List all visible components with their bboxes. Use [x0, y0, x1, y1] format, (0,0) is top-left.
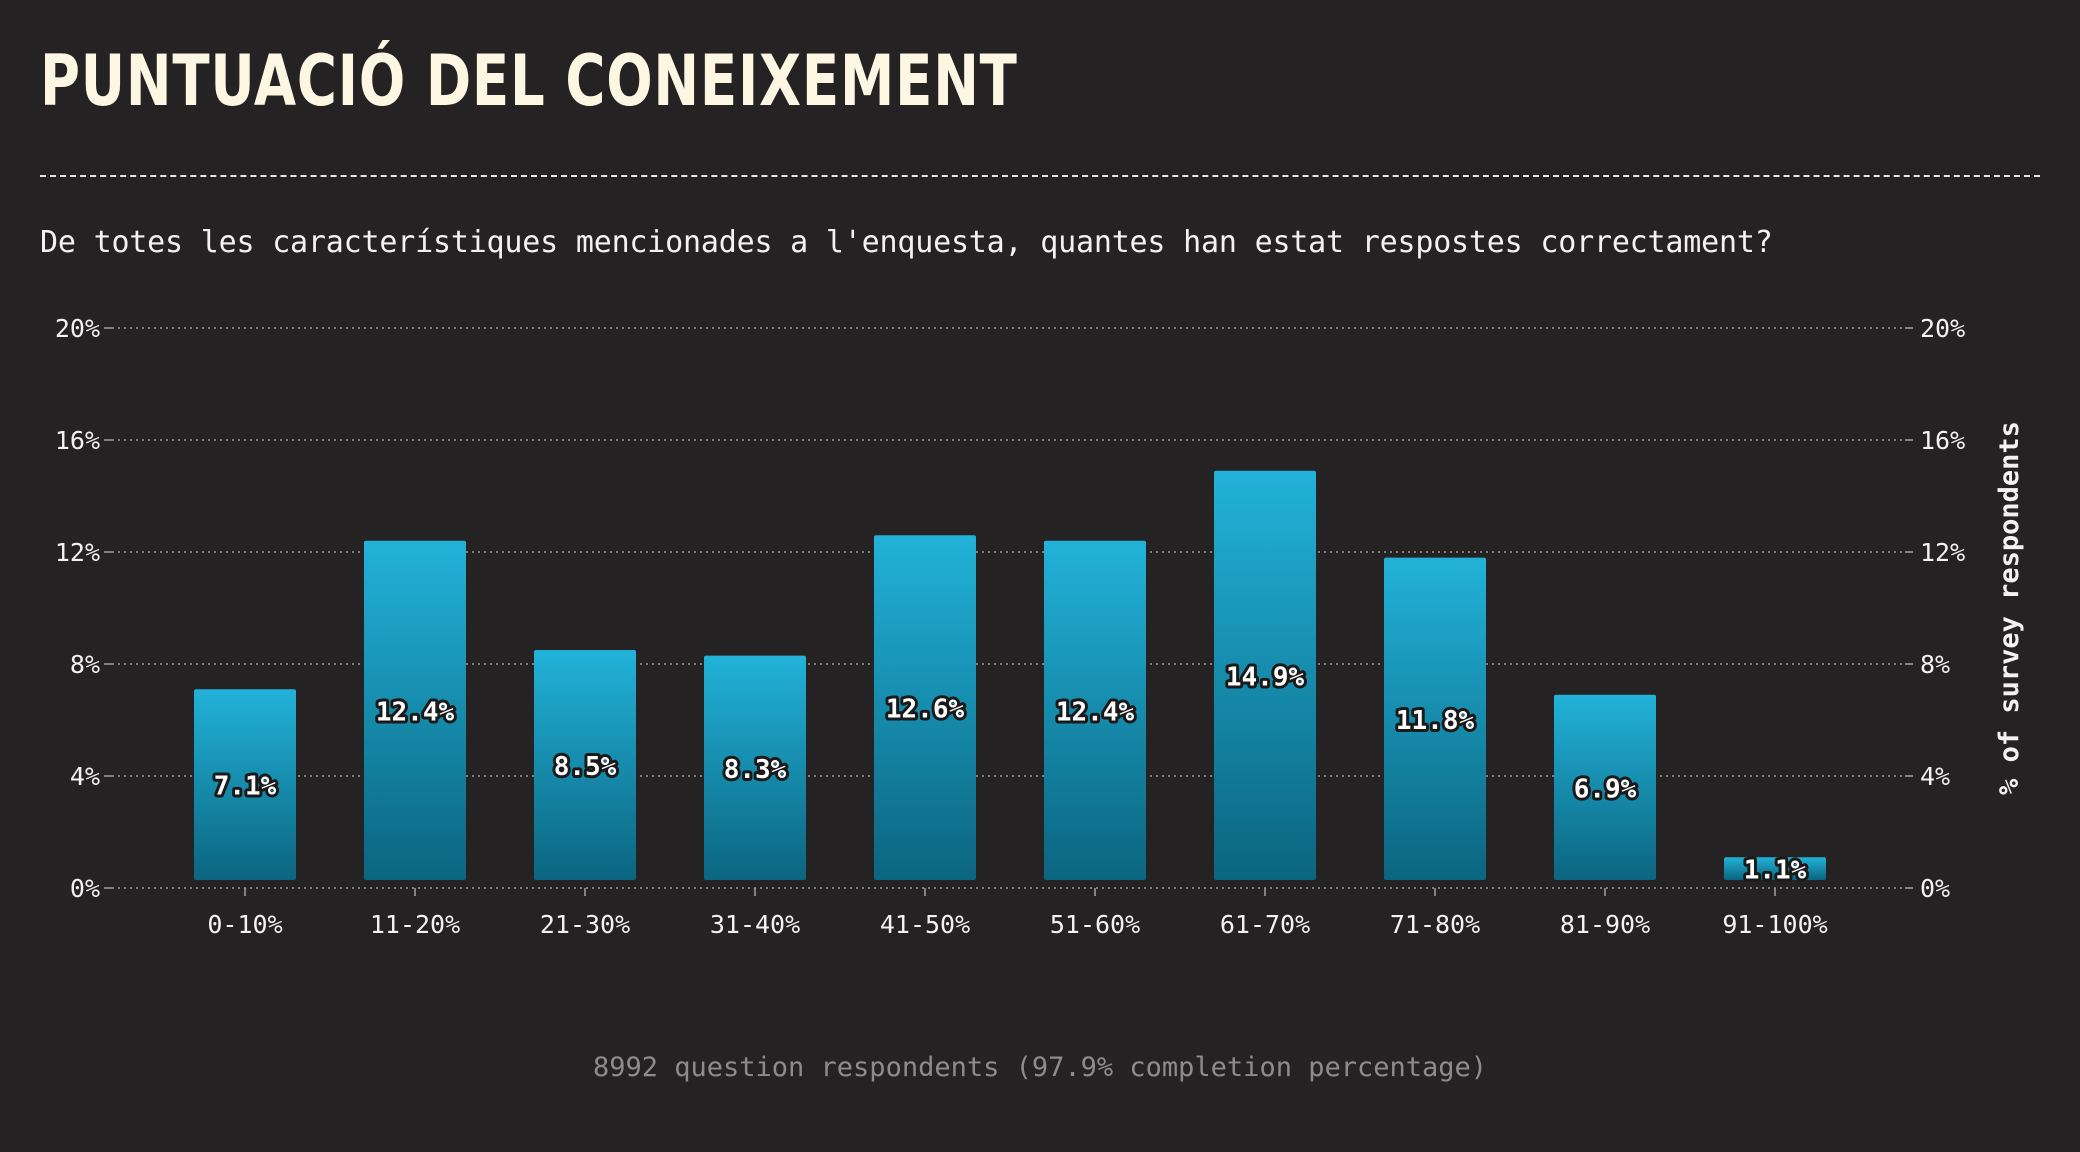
bar-chart: 7.1% 12.4% 8.5% 8.3% 12.6% 12.4% 14.9% 11.8% 6.9… — [55, 314, 2025, 939]
bar — [364, 540, 466, 880]
bar-value-label: 12.6% — [886, 695, 965, 725]
x-tick-label: 41-50% — [880, 910, 970, 939]
bar-value-label: 8.5% — [554, 752, 617, 782]
bar-value-label: 7.1% — [214, 772, 277, 802]
y-tick-label-left: 0% — [70, 874, 100, 903]
chart-subtitle: De totes les característiques mencionade… — [40, 225, 1773, 260]
x-tick-label: 11-20% — [370, 910, 460, 939]
bar-value-label: 8.3% — [724, 755, 787, 785]
chart-title: PUNTUACIÓ DEL CONEIXEMENT — [40, 40, 1018, 122]
x-tick-label: 21-30% — [540, 910, 630, 939]
x-tick-label: 91-100% — [1722, 910, 1827, 939]
y-tick-label-left: 16% — [55, 426, 100, 455]
axes: 0% 0% 4% 4% 8% 8% 12% 12% 16% 16% 20% 20% % of surve… — [55, 314, 2025, 939]
bar-value-label: 14.9% — [1226, 662, 1305, 692]
data-labels: 7.1% 12.4% 8.5% 8.3% 12.6% 12.4% 14.9% 11.8% 6.9… — [211, 659, 1810, 888]
y-tick-label-right: 0% — [1920, 874, 1950, 903]
x-tick-label: 31-40% — [710, 910, 800, 939]
bar — [1384, 557, 1486, 880]
bar-value-label: 12.4% — [1056, 697, 1135, 727]
bar — [1724, 857, 1826, 880]
y-tick-label-right: 16% — [1920, 426, 1965, 455]
title-divider — [40, 175, 2040, 177]
respondents-footnote: 8992 question respondents (97.9% complet… — [592, 1052, 1488, 1083]
y-tick-label-left: 4% — [70, 762, 100, 791]
y-axis-label: % of survey respondents — [1994, 421, 2025, 795]
y-tick-label-left: 20% — [55, 314, 100, 343]
y-tick-label-right: 12% — [1920, 538, 1965, 567]
bars — [194, 470, 1826, 880]
x-tick-label: 71-80% — [1390, 910, 1480, 939]
bar — [704, 655, 806, 880]
bar — [874, 535, 976, 880]
bar — [1214, 470, 1316, 880]
bar-value-label: 11.8% — [1396, 706, 1475, 736]
bar — [194, 689, 296, 880]
y-tick-label-right: 8% — [1920, 650, 1950, 679]
x-tick-label: 0-10% — [207, 910, 282, 939]
x-tick-label: 61-70% — [1220, 910, 1310, 939]
bar-value-label: 12.4% — [376, 697, 455, 727]
bar — [1044, 540, 1146, 880]
y-tick-label-left: 12% — [55, 538, 100, 567]
bar-value-label: 1.1% — [1744, 856, 1807, 886]
x-tick-label: 81-90% — [1560, 910, 1650, 939]
bar — [534, 650, 636, 880]
y-tick-label-left: 8% — [70, 650, 100, 679]
y-tick-label-right: 4% — [1920, 762, 1950, 791]
bar — [1554, 694, 1656, 880]
bar-value-label: 6.9% — [1574, 774, 1637, 804]
y-tick-label-right: 20% — [1920, 314, 1965, 343]
x-tick-label: 51-60% — [1050, 910, 1140, 939]
